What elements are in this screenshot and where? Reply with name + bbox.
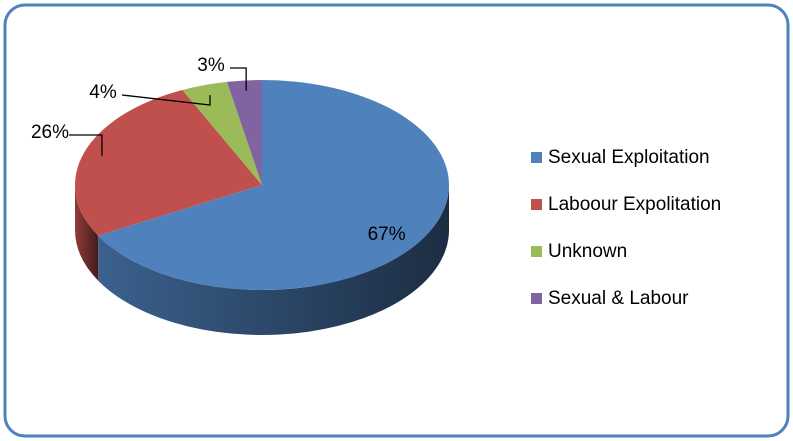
leader-line [69, 134, 103, 156]
pie-slice [74, 89, 262, 236]
legend-label: Sexual Exploitation [548, 147, 710, 168]
pie-slice [182, 81, 262, 185]
leader-line [230, 67, 247, 91]
pie-slice [98, 80, 449, 290]
data-label: 67% [368, 224, 406, 245]
pie: 67% 26% 4% 3% [31, 55, 450, 336]
legend-swatch [531, 152, 542, 163]
legend-label: Laboour Expolitation [548, 194, 721, 215]
legend-swatch [531, 293, 542, 304]
legend: Sexual Exploitation Laboour Expolitation U… [531, 147, 721, 309]
pie-side [98, 185, 450, 336]
legend-swatch [531, 246, 542, 257]
data-label: 3% [197, 55, 225, 76]
legend-label: Sexual & Labour [548, 288, 689, 309]
pie-side [75, 185, 99, 281]
leader-line [121, 94, 211, 106]
legend-swatch [531, 199, 542, 210]
legend-label: Unknown [548, 241, 627, 262]
pie-slice [226, 80, 262, 185]
data-label: 26% [31, 122, 69, 143]
data-label: 4% [89, 82, 117, 103]
